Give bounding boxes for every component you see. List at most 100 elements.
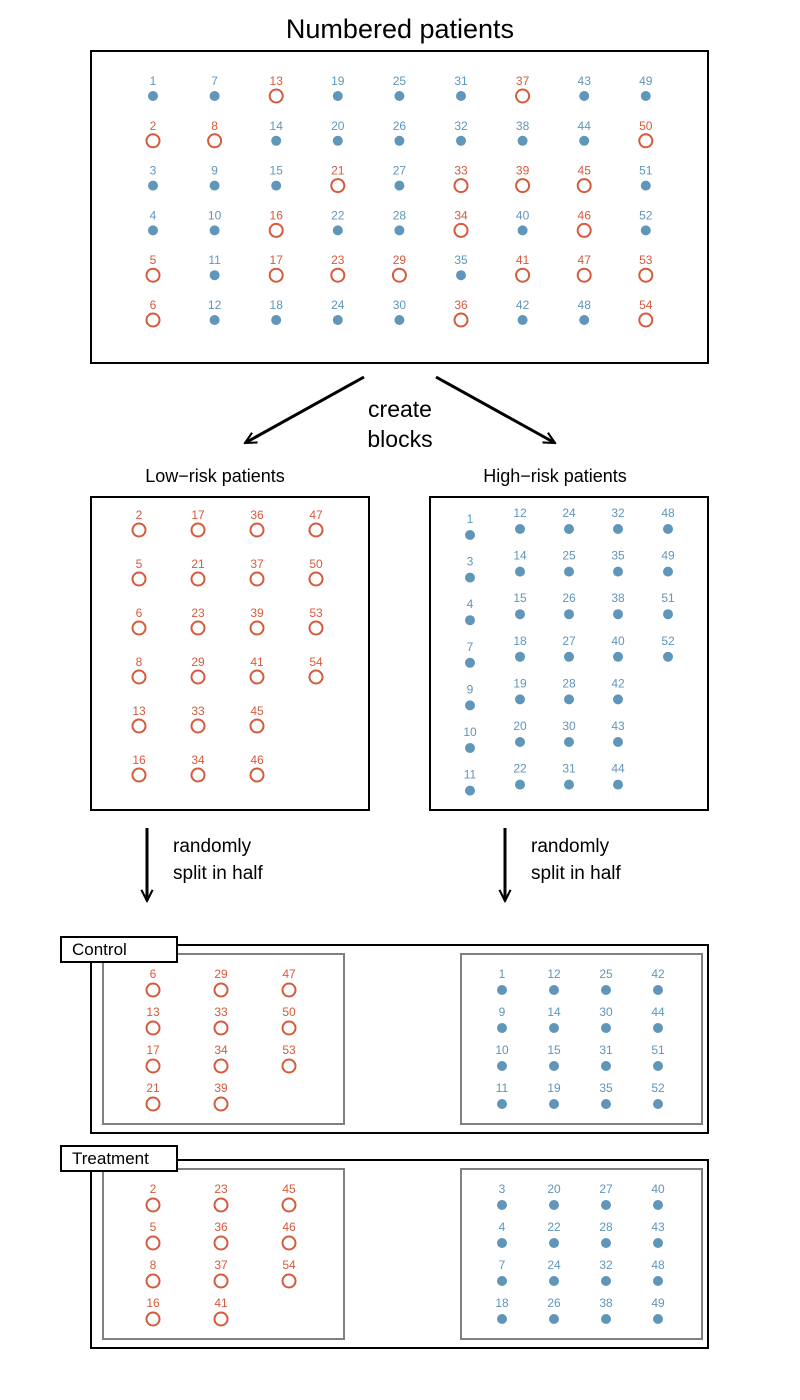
patient-number: 50 [309, 557, 323, 571]
low-risk-patient-marker [207, 133, 223, 149]
high-risk-patient-marker [394, 135, 405, 146]
high-risk-patient-marker [465, 657, 475, 668]
low-risk-patient-marker [213, 1058, 229, 1074]
low-risk-patient-marker [145, 1235, 161, 1251]
patient-number: 41 [516, 253, 530, 267]
patient-number: 26 [562, 591, 576, 605]
treatment-label-box [60, 1145, 178, 1172]
high-risk-patient-marker [497, 1276, 507, 1286]
group-points: 6131721293334394750531910111214151925303… [145, 967, 665, 1327]
high-risk-patient-marker [601, 1023, 611, 1033]
split-label-high-line2: split in half [531, 863, 621, 884]
low-risk-patient-marker [249, 767, 265, 783]
patient-number: 33 [214, 1005, 228, 1019]
patient-number: 51 [651, 1043, 665, 1057]
patient-number: 14 [270, 119, 284, 133]
patient-number: 38 [611, 591, 625, 605]
numbered-patients-frame [90, 50, 709, 364]
high-risk-patient-marker [517, 315, 528, 325]
arrow-to-low-risk [245, 375, 365, 445]
patient-number: 36 [214, 1220, 228, 1234]
low-risk-patient-marker [131, 620, 147, 636]
patient-number: 25 [393, 74, 407, 88]
high-risk-patient-marker [549, 1200, 559, 1210]
patient-number: 27 [599, 1182, 613, 1196]
high-risk-patient-marker [209, 315, 220, 325]
patient-number: 9 [467, 682, 474, 696]
patient-number: 21 [191, 557, 205, 571]
low-risk-patient-marker [145, 982, 161, 998]
patient-number: 16 [270, 208, 284, 222]
high-risk-patient-marker [549, 985, 559, 995]
low-risk-patient-marker [281, 1058, 297, 1074]
patient-number: 42 [651, 967, 665, 981]
patient-number: 20 [331, 119, 345, 133]
high-risk-patient-marker [640, 180, 651, 191]
high-risk-patient-marker [653, 1023, 663, 1033]
low-risk-patient-marker [190, 767, 206, 783]
patient-number: 15 [513, 591, 527, 605]
patient-number: 10 [463, 725, 477, 739]
patient-number: 8 [150, 1258, 157, 1272]
patient-number: 18 [270, 298, 284, 312]
patient-number: 26 [547, 1296, 561, 1310]
patient-number: 21 [146, 1081, 160, 1095]
low-risk-patient-marker [190, 669, 206, 685]
split-label-low-line1: randomly [173, 836, 252, 857]
patient-number: 32 [599, 1258, 613, 1272]
high-risk-patient-marker [465, 530, 475, 540]
patient-number: 24 [562, 506, 576, 520]
low-risk-patient-marker [453, 222, 469, 238]
patient-number: 49 [639, 74, 653, 88]
low-risk-patient-marker [145, 1197, 161, 1213]
high-risk-patient-marker [663, 651, 673, 662]
patient-number: 15 [547, 1043, 561, 1057]
high-risk-patient-marker [564, 694, 574, 705]
patient-number: 40 [651, 1182, 665, 1196]
low-risk-patient-marker [145, 133, 161, 149]
patient-number: 33 [191, 704, 205, 718]
patient-number: 30 [599, 1005, 613, 1019]
patient-number: 52 [651, 1081, 665, 1095]
low-risk-patient-marker [281, 1235, 297, 1251]
control-high-risk-subframe [460, 953, 703, 1125]
high-risk-patient-marker [394, 91, 405, 101]
high-risk-patient-marker [497, 1099, 507, 1109]
patient-number: 38 [516, 119, 530, 133]
patient-number: 5 [150, 253, 157, 267]
patient-number: 1 [467, 512, 474, 526]
high-risk-patient-marker [497, 1238, 507, 1248]
high-risk-patient-marker [497, 985, 507, 995]
patient-number: 34 [191, 753, 205, 767]
low-risk-patient-marker [145, 1096, 161, 1112]
high-risk-patient-marker [549, 1099, 559, 1109]
high-risk-patient-marker [549, 1023, 559, 1033]
patient-number: 28 [393, 208, 407, 222]
patient-number: 46 [250, 753, 264, 767]
patient-number: 7 [467, 640, 474, 654]
patient-number: 48 [661, 506, 675, 520]
low-risk-patient-marker [190, 718, 206, 734]
low-risk-patient-marker [391, 267, 407, 283]
low-risk-patient-marker [249, 522, 265, 538]
patient-number: 54 [639, 298, 653, 312]
split-label-low-line2: split in half [173, 863, 263, 884]
high-risk-patient-marker [332, 225, 343, 236]
low-risk-patient-marker [131, 522, 147, 538]
patient-number: 42 [611, 676, 625, 690]
patient-number: 25 [599, 967, 613, 981]
high-risk-patient-marker [456, 135, 466, 146]
high-risk-patient-marker [579, 135, 590, 146]
arrow-to-high-risk [435, 375, 555, 445]
high-risk-patient-marker [394, 180, 405, 191]
patient-number: 23 [191, 606, 205, 620]
patient-number: 28 [599, 1220, 613, 1234]
treatment-label: Treatment [72, 1149, 149, 1168]
patient-number: 52 [661, 634, 675, 648]
high-risk-patient-marker [564, 566, 574, 577]
patient-number: 31 [562, 762, 576, 776]
patient-number: 39 [214, 1081, 228, 1095]
treatment-low-risk-subframe [102, 1168, 345, 1340]
high-risk-patient-marker [271, 315, 282, 325]
